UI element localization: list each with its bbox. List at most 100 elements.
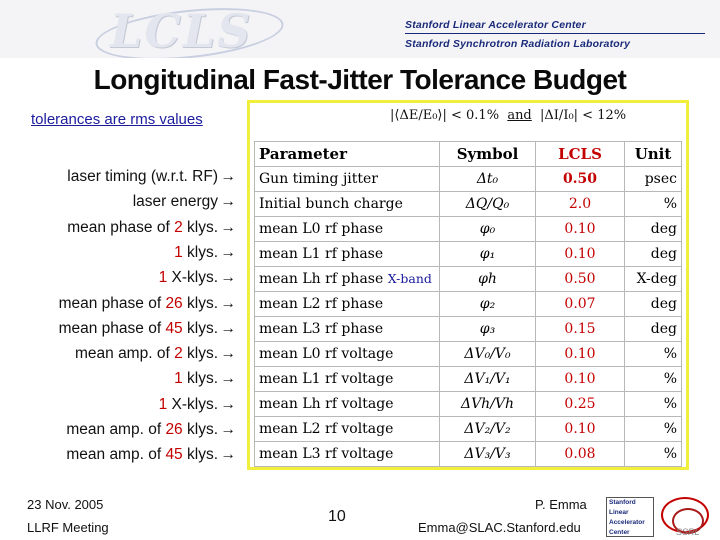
- parameter-label: 1 X-klys. →: [159, 392, 236, 417]
- unit-cell: deg: [624, 316, 682, 342]
- lcls-value-cell-text: 0.07: [564, 296, 596, 312]
- symbol-cell-text: ΔVh/Vh: [460, 396, 515, 412]
- lcls-value-cell-text: 2.0: [568, 196, 592, 212]
- arrow-right-icon: →: [220, 168, 237, 185]
- arrow-right-icon: →: [220, 446, 237, 464]
- arrow-right-icon: →: [220, 218, 237, 236]
- lcls-value-cell-text: 0.25: [564, 396, 596, 412]
- slide-title: Longitudinal Fast-Jitter Tolerance Budge…: [93, 64, 627, 95]
- unit-cell: X-deg: [624, 266, 682, 292]
- symbol-cell: ΔV₀/V₀: [439, 341, 536, 367]
- lcls-value-cell: 0.10: [535, 241, 625, 267]
- label-text: mean amp. of: [66, 446, 166, 464]
- parameter-cell-text: Initial bunch charge: [259, 196, 403, 212]
- symbol-cell: φ₁: [439, 241, 536, 267]
- unit-cell: %: [624, 366, 682, 392]
- label-klystron-count: 2: [174, 218, 183, 236]
- lcls-logo: LCLS: [110, 4, 253, 58]
- label-klystron-count: 1: [158, 395, 168, 413]
- unit-cell: %: [624, 391, 682, 417]
- parameter-cell-text: mean L0 rf phase: [259, 221, 384, 237]
- parameter-cell: mean L0 rf voltage: [254, 341, 440, 367]
- parameter-label: mean amp. of 2 klys. →: [75, 341, 236, 366]
- header-rule: [405, 33, 705, 34]
- label-suffix: X-klys.: [167, 269, 218, 287]
- label-suffix: X-klys.: [167, 395, 218, 413]
- arrow-right-icon: →: [220, 243, 237, 261]
- parameter-cell-text: mean L1 rf phase: [259, 246, 384, 262]
- slac-logo-line: Accelerator: [609, 519, 645, 526]
- ssrl-logo-text: SSRL: [676, 527, 700, 537]
- header-banner: LCLS Stanford Linear Accelerator Center …: [0, 0, 720, 68]
- unit-cell: deg: [624, 241, 682, 267]
- unit-cell-text: X-deg: [636, 271, 677, 287]
- arrow-right-icon: →: [220, 345, 237, 363]
- table-row: Gun timing jitter Δt₀ 0.50 psec: [254, 166, 682, 192]
- label-suffix: klys.: [182, 294, 218, 312]
- lcls-value-cell: 0.50: [535, 266, 625, 292]
- lcls-value-cell: 0.10: [535, 216, 625, 242]
- tolerance-conjunction: and: [507, 108, 532, 123]
- unit-cell-text: deg: [650, 246, 677, 262]
- parameter-cell: mean L1 rf phase: [254, 241, 440, 267]
- label-suffix: klys.: [182, 345, 218, 363]
- lcls-value-cell: 0.10: [535, 416, 625, 442]
- symbol-cell-text: φ₀: [479, 221, 496, 237]
- parameter-label: 1 X-klys. →: [159, 265, 236, 290]
- current-tolerance: |ΔI/I₀| < 12%: [540, 108, 627, 123]
- parameter-cell-text: mean L3 rf voltage: [259, 446, 394, 462]
- table-row: mean L2 rf voltage ΔV₂/V₂ 0.10%: [254, 416, 682, 442]
- unit-cell: deg: [624, 216, 682, 242]
- parameter-cell: mean L2 rf voltage: [254, 416, 440, 442]
- symbol-cell: φ₂: [439, 291, 536, 317]
- footer-date: 23 Nov. 2005: [27, 497, 104, 512]
- header-unit: Unit: [624, 141, 682, 167]
- parameter-cell-text: mean L3 rf phase: [259, 321, 384, 337]
- arrow-right-icon: →: [220, 319, 237, 337]
- parameter-cell-text: mean L2 rf phase: [259, 296, 384, 312]
- parameter-cell: Initial bunch charge: [254, 191, 440, 217]
- institution-line-2: Stanford Synchrotron Radiation Laborator…: [405, 38, 631, 50]
- lcls-value-cell-text: 0.10: [564, 371, 596, 387]
- footer-meeting: LLRF Meeting: [27, 520, 109, 535]
- label-suffix: klys.: [182, 319, 218, 337]
- parameter-label: mean amp. of 45 klys. →: [66, 442, 236, 467]
- symbol-cell-text: Δt₀: [476, 171, 499, 187]
- parameter-cell-text: mean Lh rf voltage: [259, 396, 394, 412]
- unit-cell-text: deg: [650, 321, 677, 337]
- header-parameter: Parameter: [254, 141, 440, 167]
- label-klystron-count: 26: [165, 421, 183, 438]
- lcls-value-cell: 0.07: [535, 291, 625, 317]
- symbol-cell: ΔV₃/V₃: [439, 441, 536, 467]
- parameter-cell: mean Lh rf phase X-band: [254, 266, 440, 292]
- lcls-value-cell-text: 0.50: [562, 171, 598, 187]
- arrow-right-icon: →: [220, 294, 237, 312]
- lcls-value-cell-text: 0.08: [564, 446, 596, 462]
- unit-cell: %: [624, 416, 682, 442]
- label-klystron-count: 45: [165, 319, 183, 337]
- ssrl-ring-logo-inner: [672, 508, 704, 534]
- arrow-right-icon: →: [220, 370, 237, 388]
- lcls-value-cell: 0.25: [535, 391, 625, 417]
- parameter-cell-text: mean Lh rf phase: [259, 271, 384, 287]
- lcls-value-cell-text: 0.50: [564, 271, 596, 287]
- unit-cell: %: [624, 441, 682, 467]
- label-klystron-count: 45: [165, 446, 183, 464]
- unit-cell-text: deg: [650, 296, 677, 312]
- symbol-cell: ΔQ/Q₀: [439, 191, 536, 217]
- unit-cell-text: %: [663, 196, 677, 212]
- lcls-value-cell: 0.50: [535, 166, 625, 192]
- parameter-cell: mean L3 rf voltage: [254, 441, 440, 467]
- parameter-label: mean phase of 45 klys. →: [59, 316, 236, 341]
- table-row: mean L0 rf voltage ΔV₀/V₀ 0.10%: [254, 341, 682, 367]
- parameter-cell: mean L3 rf phase: [254, 316, 440, 342]
- symbol-cell-text: ΔV₃/V₃: [464, 446, 511, 462]
- table-row: mean L1 rf voltage ΔV₁/V₁ 0.10%: [254, 366, 682, 392]
- parameter-label: 1 klys. →: [174, 240, 236, 265]
- parameter-cell-text: mean L2 rf voltage: [259, 421, 394, 437]
- lcls-value-cell-text: 0.15: [564, 321, 596, 337]
- arrow-right-icon: →: [220, 193, 237, 211]
- lcls-value-cell: 2.0: [535, 191, 625, 217]
- lcls-value-cell-text: 0.10: [564, 221, 596, 237]
- table-row: mean L3 rf phase φ₃ 0.15 deg: [254, 316, 682, 342]
